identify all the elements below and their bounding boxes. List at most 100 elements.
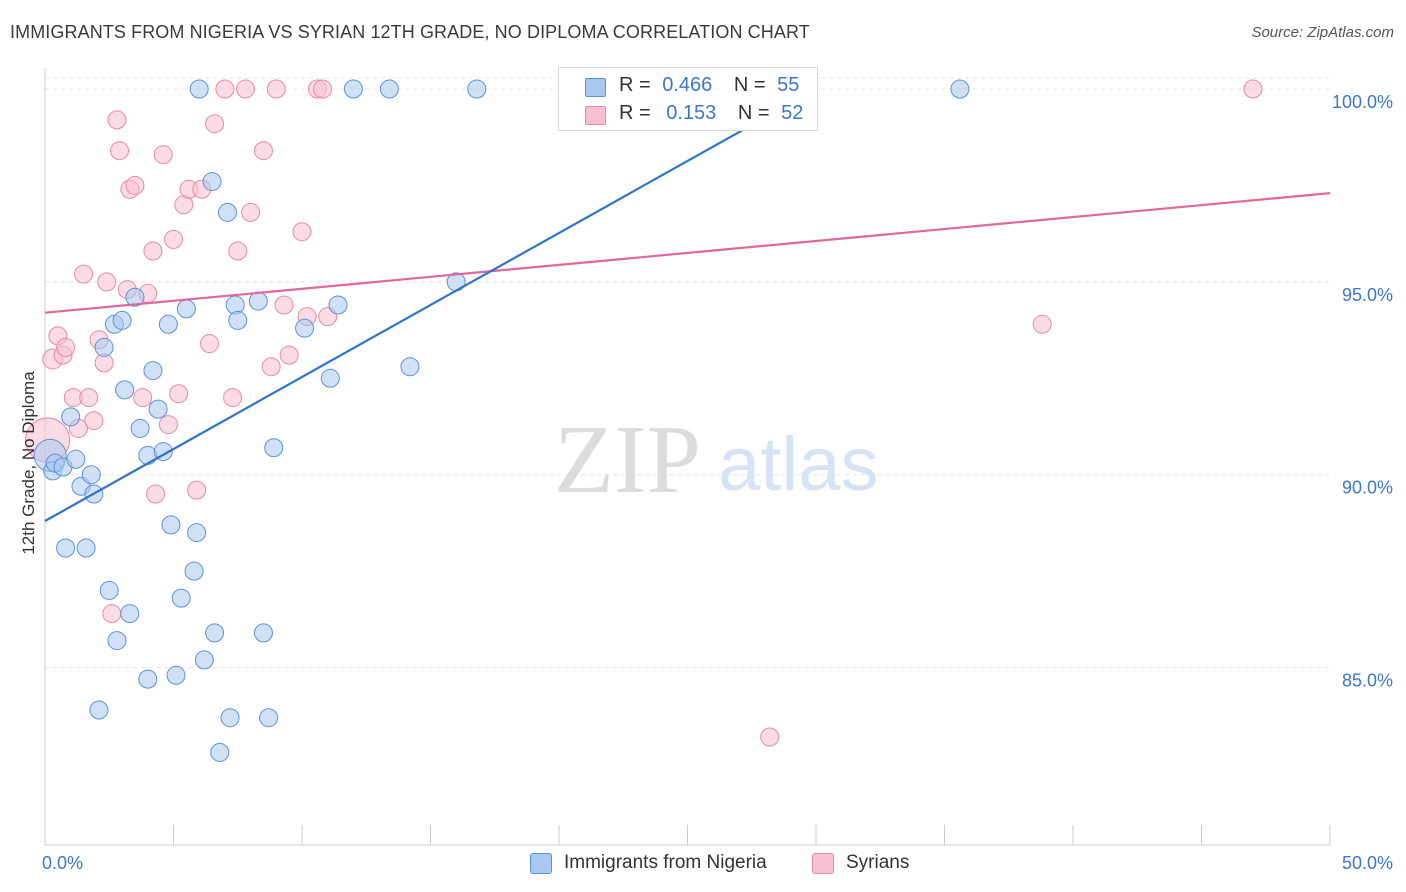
nigeria-point — [187, 523, 207, 543]
nigeria-point — [99, 580, 119, 600]
nigeria-point — [259, 708, 279, 728]
syrians-point — [241, 202, 261, 222]
nigeria-point — [202, 172, 222, 192]
trend-lines — [44, 88, 1331, 522]
syrians-point — [74, 264, 94, 284]
syrians-point — [199, 334, 219, 354]
syrians-point — [313, 79, 333, 99]
nigeria-point — [217, 202, 237, 222]
nigeria-point — [205, 623, 225, 643]
syrians-point — [235, 79, 255, 99]
legend-n-label: N = — [733, 74, 766, 96]
nigeria-point — [166, 665, 186, 685]
nigeria-point — [379, 79, 399, 99]
nigeria-point — [148, 399, 168, 419]
y-axis-label: 12th Grade, No Diploma — [19, 371, 38, 555]
nigeria-point — [950, 79, 970, 99]
syrians-point — [102, 604, 122, 624]
syrians-point — [279, 345, 299, 365]
y-tick-label: 90.0% — [1342, 478, 1393, 498]
syrians-point — [1243, 79, 1263, 99]
nigeria-point — [161, 515, 181, 535]
nigeria-point — [295, 318, 315, 338]
syrians-point — [133, 388, 153, 408]
syrians-point — [164, 229, 183, 249]
nigeria-point — [125, 287, 145, 307]
syrians-point — [56, 337, 76, 357]
nigeria-point — [264, 438, 284, 458]
bottom-legend-nigeria: Immigrants from Nigeria — [530, 852, 767, 874]
nigeria-point — [115, 380, 135, 400]
syrians-point — [79, 388, 99, 408]
y-tick-label: 95.0% — [1342, 285, 1393, 305]
nigeria-point — [320, 368, 340, 388]
syrians-point — [143, 241, 163, 261]
nigeria-point — [66, 449, 86, 469]
nigeria-point — [56, 538, 76, 558]
bottom-legend-syrians: Syrians — [812, 852, 909, 874]
nigeria-point — [184, 561, 204, 581]
nigeria-point — [189, 79, 209, 99]
legend-r-value: 0.153 — [666, 102, 717, 124]
gridlines — [45, 77, 1330, 669]
nigeria-trend-line — [44, 88, 817, 522]
legend-r-label: R = — [619, 102, 651, 124]
nigeria-point — [253, 623, 273, 643]
syrians-point — [1032, 314, 1052, 334]
bottom-legend-label-syrians: Syrians — [846, 852, 910, 873]
tick-labels: 85.0% 90.0% 95.0% 100.0% 0.0% 50.0% — [42, 92, 1393, 873]
syrians-point — [228, 241, 248, 261]
nigeria-point — [171, 588, 191, 608]
syrians-point — [215, 79, 235, 99]
nigeria-point — [467, 79, 487, 99]
nigeria-point — [328, 295, 348, 315]
syrians-point — [261, 357, 281, 377]
nigeria-point — [220, 708, 240, 728]
x-tick-label: 50.0% — [1342, 853, 1393, 873]
syrians-point — [158, 415, 178, 435]
nigeria-point — [176, 299, 196, 319]
source-label: Source: ZipAtlas.com — [1251, 24, 1394, 41]
syrians-point — [274, 295, 294, 315]
chart-title: IMMIGRANTS FROM NIGERIA VS SYRIAN 12TH G… — [10, 22, 810, 42]
legend-r-value: 0.466 — [662, 74, 713, 96]
y-tick-label: 85.0% — [1342, 671, 1393, 691]
bottom-legend-swatch-syrians — [812, 852, 834, 874]
legend-n-value: 55 — [777, 74, 800, 96]
syrians-point — [223, 388, 243, 408]
syrians-point — [266, 79, 286, 99]
syrians-point — [125, 175, 145, 195]
syrians-point — [110, 141, 130, 161]
x-tick-label: 0.0% — [42, 853, 83, 873]
watermark-zip: ZIP — [554, 406, 701, 514]
nigeria-point — [248, 291, 268, 311]
syrians-points — [25, 79, 1263, 747]
nigeria-point — [210, 742, 230, 762]
nigeria-point — [194, 650, 214, 670]
nigeria-point — [400, 357, 420, 377]
legend-swatch-nigeria — [585, 78, 606, 97]
nigeria-point — [81, 465, 101, 485]
syrians-point — [84, 411, 104, 431]
nigeria-point — [143, 361, 163, 381]
nigeria-point — [76, 538, 96, 558]
nigeria-point — [158, 314, 178, 334]
nigeria-point — [343, 79, 363, 99]
syrians-point — [146, 484, 166, 504]
legend-n-value: 52 — [781, 102, 804, 124]
syrians-point — [107, 110, 127, 130]
nigeria-point — [107, 631, 127, 651]
syrians-point — [169, 384, 189, 404]
nigeria-point — [112, 310, 132, 330]
watermark: ZIP atlas — [554, 406, 879, 514]
bottom-legend-swatch-nigeria — [530, 852, 552, 874]
syrians-point — [97, 272, 117, 292]
syrians-point — [187, 480, 207, 500]
nigeria-point — [61, 407, 81, 427]
syrians-point — [253, 141, 273, 161]
legend-r-label: R = — [619, 74, 651, 96]
syrians-trend-line — [44, 192, 1331, 314]
syrians-point — [760, 727, 780, 747]
nigeria-point — [138, 669, 158, 689]
